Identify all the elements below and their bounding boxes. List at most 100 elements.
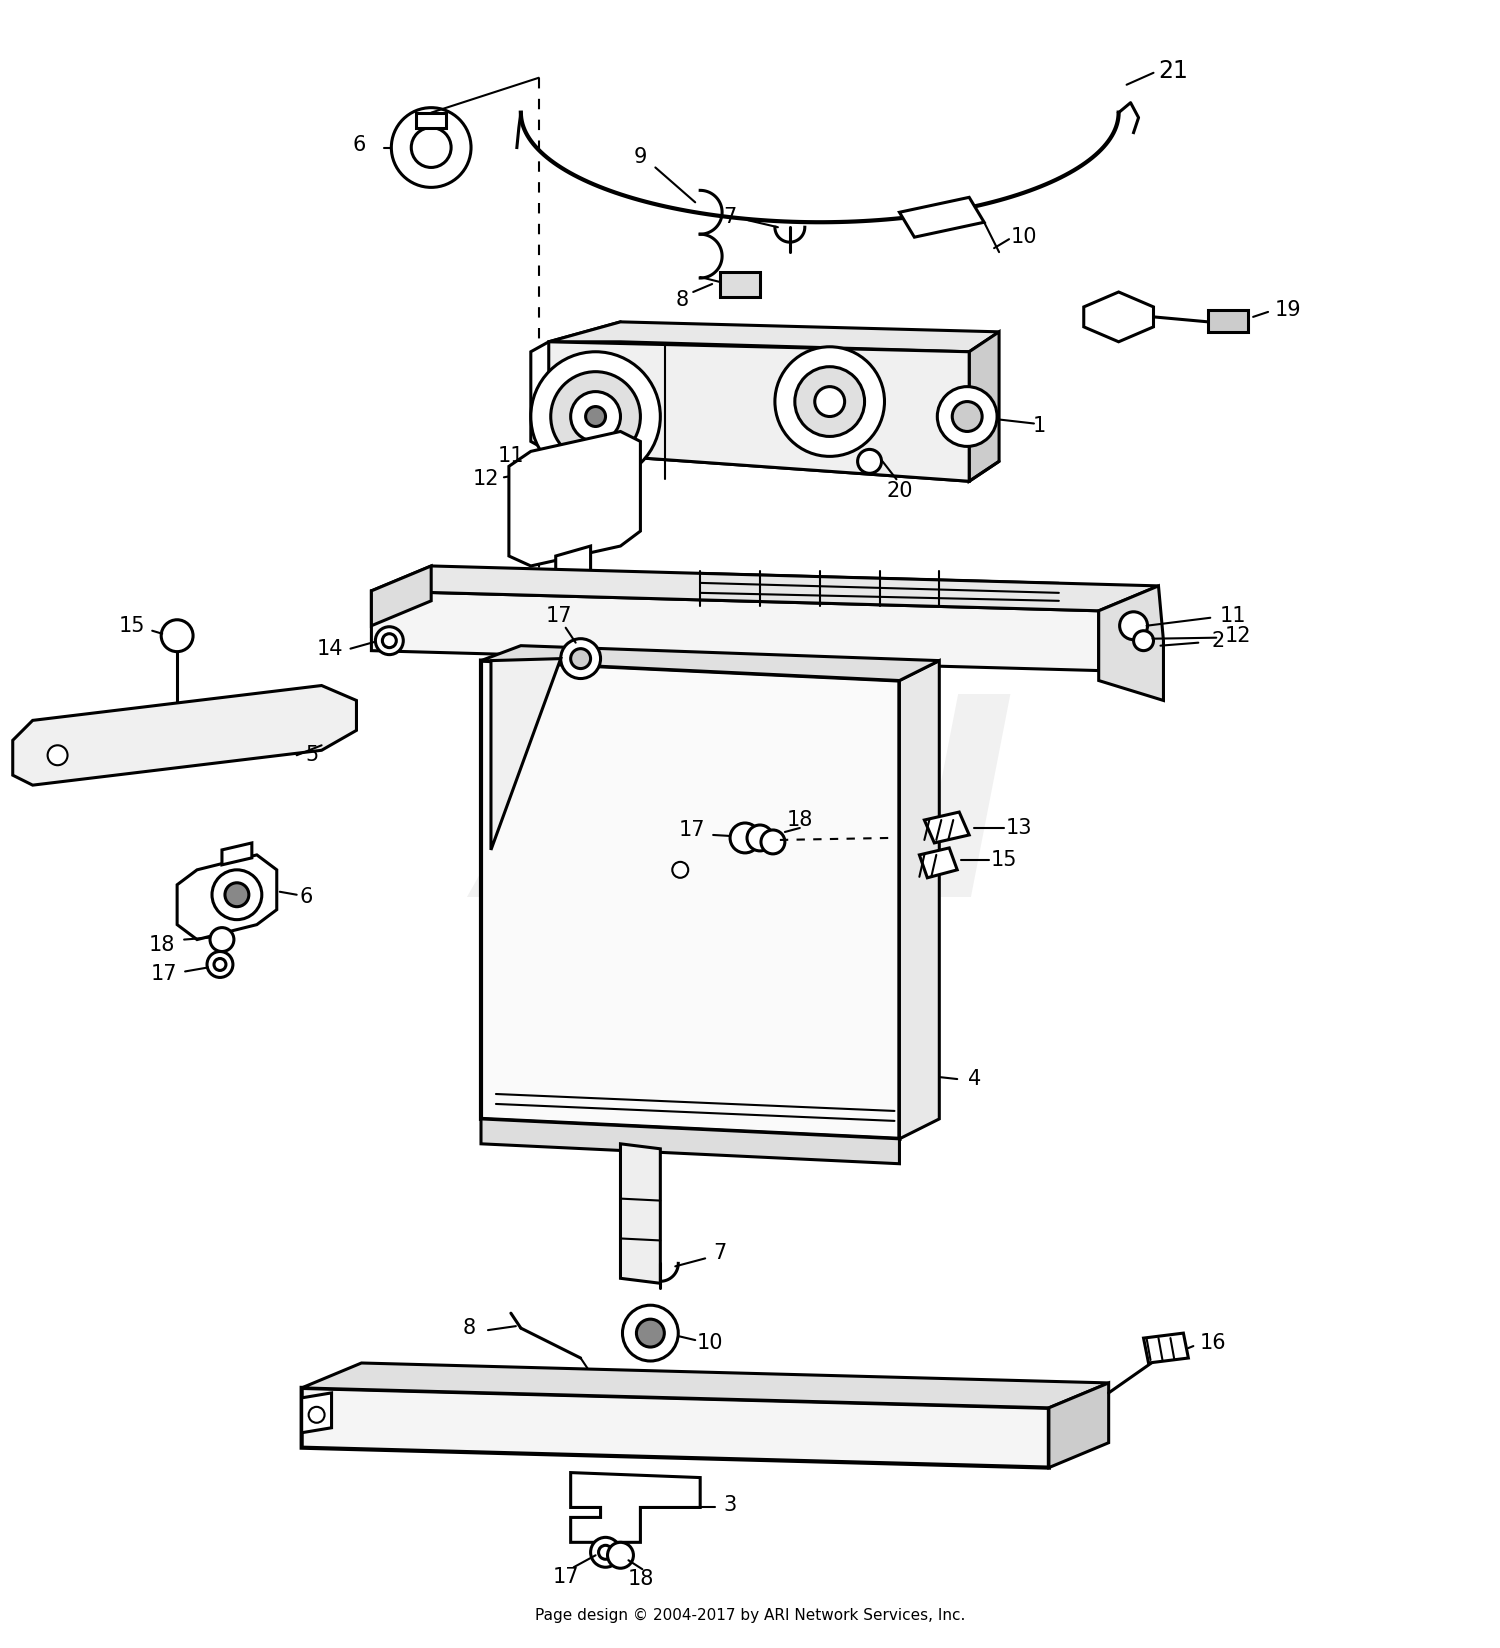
Text: 17: 17 (152, 964, 177, 984)
Circle shape (411, 127, 452, 168)
Circle shape (598, 1546, 612, 1559)
Polygon shape (372, 592, 1098, 671)
Text: 18: 18 (148, 934, 176, 954)
Circle shape (636, 1318, 664, 1346)
Circle shape (211, 870, 262, 920)
Text: 4: 4 (968, 1070, 981, 1089)
Text: 20: 20 (886, 481, 912, 501)
Text: 5: 5 (304, 745, 318, 765)
Polygon shape (372, 565, 1158, 611)
Circle shape (1134, 631, 1154, 651)
Polygon shape (302, 1393, 332, 1432)
Circle shape (591, 1538, 621, 1567)
Text: 9: 9 (633, 147, 646, 168)
Circle shape (48, 745, 68, 765)
Polygon shape (482, 661, 900, 1139)
Circle shape (622, 1305, 678, 1361)
Circle shape (382, 634, 396, 648)
Circle shape (392, 107, 471, 188)
Circle shape (538, 448, 573, 485)
Text: 2: 2 (1212, 631, 1225, 651)
Text: 17: 17 (546, 606, 572, 626)
Circle shape (952, 402, 982, 432)
Circle shape (160, 620, 194, 651)
Circle shape (585, 407, 606, 427)
Polygon shape (1048, 1383, 1108, 1468)
Circle shape (375, 626, 404, 654)
Circle shape (225, 883, 249, 906)
Text: 10: 10 (1011, 227, 1036, 247)
Circle shape (938, 387, 998, 447)
Polygon shape (900, 198, 984, 237)
Text: 15: 15 (118, 616, 146, 636)
Polygon shape (924, 812, 969, 842)
Text: 8: 8 (675, 290, 688, 310)
Polygon shape (416, 112, 446, 127)
Text: 11: 11 (1220, 606, 1246, 626)
Polygon shape (490, 659, 561, 850)
Polygon shape (482, 1119, 900, 1163)
Circle shape (309, 1407, 324, 1422)
Polygon shape (302, 1363, 1108, 1407)
Text: 6: 6 (300, 887, 313, 906)
Circle shape (815, 387, 844, 417)
Circle shape (672, 862, 688, 878)
Polygon shape (177, 855, 278, 939)
Polygon shape (549, 341, 969, 481)
Text: 3: 3 (723, 1495, 736, 1516)
Text: 6: 6 (352, 135, 366, 155)
Polygon shape (372, 565, 430, 626)
Circle shape (1119, 611, 1148, 639)
Circle shape (546, 456, 566, 476)
Text: 17: 17 (680, 821, 705, 840)
Text: 8: 8 (462, 1318, 476, 1338)
Polygon shape (570, 1473, 700, 1543)
Circle shape (531, 351, 660, 481)
Polygon shape (1098, 587, 1164, 700)
Text: 14: 14 (316, 639, 344, 659)
Circle shape (747, 826, 772, 850)
Text: 18: 18 (627, 1569, 654, 1589)
Polygon shape (531, 321, 640, 452)
Circle shape (730, 822, 760, 854)
Polygon shape (555, 545, 591, 580)
Text: 16: 16 (1200, 1333, 1227, 1353)
Circle shape (608, 1543, 633, 1569)
Polygon shape (549, 321, 999, 351)
Polygon shape (1084, 292, 1154, 341)
Text: 7: 7 (714, 1243, 726, 1264)
Circle shape (207, 951, 232, 977)
Circle shape (760, 831, 784, 854)
Polygon shape (302, 1388, 1048, 1468)
Polygon shape (1143, 1333, 1188, 1363)
Text: 10: 10 (698, 1333, 723, 1353)
Text: 12: 12 (472, 470, 500, 489)
Polygon shape (12, 686, 357, 784)
Circle shape (570, 649, 591, 669)
Circle shape (570, 392, 621, 442)
Circle shape (858, 450, 882, 473)
Polygon shape (621, 1144, 660, 1284)
Text: 21: 21 (1158, 59, 1188, 82)
Text: Page design © 2004-2017 by ARI Network Services, Inc.: Page design © 2004-2017 by ARI Network S… (536, 1607, 964, 1623)
Text: 19: 19 (1275, 300, 1302, 320)
Polygon shape (1209, 310, 1248, 331)
Text: 11: 11 (498, 447, 523, 466)
Circle shape (210, 928, 234, 951)
Circle shape (776, 346, 885, 456)
Polygon shape (482, 646, 939, 681)
Polygon shape (509, 432, 640, 565)
Circle shape (214, 959, 226, 971)
Polygon shape (222, 842, 252, 865)
Text: 17: 17 (552, 1567, 579, 1587)
Circle shape (561, 639, 600, 679)
Polygon shape (720, 272, 760, 297)
Text: 15: 15 (992, 850, 1017, 870)
Text: ARI: ARI (484, 686, 1016, 954)
Text: 18: 18 (786, 811, 813, 831)
Circle shape (795, 368, 864, 437)
Polygon shape (900, 661, 939, 1139)
Text: 13: 13 (1005, 817, 1032, 837)
Text: 1: 1 (1032, 417, 1046, 437)
Circle shape (550, 372, 640, 461)
